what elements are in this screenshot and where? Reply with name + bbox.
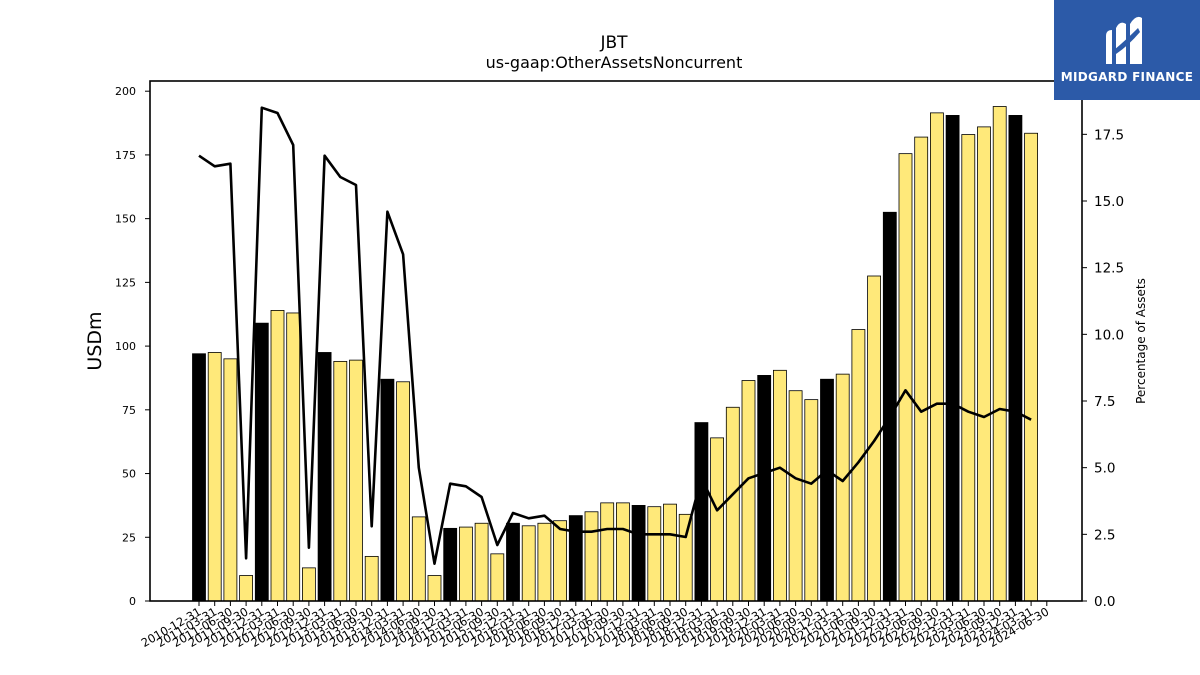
- bar-2015-06-30: [474, 522, 489, 602]
- bar-2019-12-31: [757, 375, 772, 602]
- y2-tick-label: 7.5: [1094, 394, 1115, 410]
- y-tick-label: 75: [122, 404, 136, 417]
- bar-2019-06-30: [725, 406, 740, 602]
- percentage-line: [198, 106, 1032, 565]
- y2-axis-label: Percentage of Assets: [1134, 278, 1148, 404]
- bar-2022-12-31: [945, 115, 960, 602]
- chart-title: JBT: [599, 33, 628, 53]
- bar-2016-03-31: [521, 525, 536, 602]
- bar-2014-06-30: [411, 516, 426, 602]
- bar-2014-03-31: [396, 381, 411, 602]
- brand-logo: MIDGARD FINANCE: [1054, 0, 1200, 100]
- bar-2012-06-30: [286, 312, 301, 602]
- bar-2020-06-30: [788, 390, 803, 602]
- bar-2017-03-31: [584, 511, 599, 602]
- bar-2019-03-31: [710, 437, 724, 602]
- bar-2014-12-31: [443, 527, 458, 602]
- y-tick-label: 25: [122, 531, 136, 544]
- line-layer: [198, 106, 1032, 565]
- y-tick-label: 0: [129, 595, 136, 608]
- bar-2022-06-30: [914, 136, 929, 602]
- bar-2018-12-31: [694, 422, 709, 602]
- bar-2013-09-30: [364, 555, 379, 602]
- y-tick-label: 125: [115, 276, 136, 289]
- bar-2015-03-31: [458, 526, 473, 602]
- bars-layer: [192, 106, 1038, 602]
- bar-2024-03-31: [1024, 132, 1038, 602]
- bar-2023-09-30: [992, 106, 1007, 602]
- bar-2011-09-30: [239, 575, 254, 602]
- bar-2021-06-30: [851, 329, 866, 602]
- bar-2017-06-30: [600, 502, 615, 602]
- y-tick-label: 200: [115, 85, 136, 98]
- bar-2021-12-31: [882, 211, 897, 602]
- bar-2016-09-30: [553, 520, 567, 602]
- bar-2018-06-30: [663, 503, 677, 602]
- bar-2020-03-31: [773, 369, 787, 602]
- bar-2021-09-30: [867, 275, 881, 602]
- bar-2021-03-31: [835, 373, 850, 602]
- bar-2010-12-31: [192, 353, 206, 602]
- bar-2017-09-30: [616, 502, 630, 602]
- bar-2023-12-31: [1008, 115, 1023, 602]
- plot-frame: [149, 80, 1083, 602]
- bar-2020-12-31: [820, 378, 834, 602]
- y-axis-label: USDm: [84, 311, 106, 370]
- bar-2014-09-30: [427, 575, 442, 602]
- bar-2015-12-31: [506, 522, 520, 602]
- bar-2015-09-30: [490, 553, 505, 602]
- bar-2012-09-30: [301, 567, 316, 602]
- bar-2019-09-30: [741, 380, 756, 602]
- y-tick-label: 150: [115, 213, 136, 226]
- y2-tick-label: 0.0: [1094, 594, 1115, 610]
- bar-2013-03-31: [333, 360, 348, 602]
- bar-2011-06-30: [223, 358, 238, 602]
- axes-layer: 0 25 50 75 100 125 150 175 200 0.0 2.5 5.0 7.5 10.0 12…: [115, 80, 1124, 650]
- bar-2011-12-31: [254, 322, 269, 602]
- bar-2012-03-31: [270, 310, 285, 602]
- y2-tick-label: 5.0: [1094, 461, 1115, 477]
- bar-2016-06-30: [537, 522, 552, 602]
- y2-tick-label: 2.5: [1094, 527, 1115, 543]
- logo-mark-icon: [1106, 16, 1142, 65]
- bar-2013-12-31: [380, 378, 395, 602]
- bar-2023-06-30: [977, 126, 991, 602]
- bar-2016-12-31: [568, 515, 583, 602]
- y2-tick-label: 17.5: [1094, 127, 1124, 143]
- bar-2018-09-30: [678, 513, 693, 602]
- y-tick-label: 50: [122, 468, 136, 481]
- brand-logo-text: MIDGARD FINANCE: [1060, 70, 1194, 84]
- y2-tick-label: 15.0: [1094, 194, 1124, 210]
- bar-2020-09-30: [804, 399, 819, 602]
- y-tick-label: 100: [115, 340, 136, 353]
- bar-2022-03-31: [898, 153, 913, 602]
- bar-2018-03-31: [647, 506, 662, 602]
- bar-2013-06-30: [349, 359, 363, 602]
- y2-tick-label: 10.0: [1094, 327, 1124, 343]
- bar-2023-03-31: [961, 134, 976, 602]
- y-tick-label: 175: [115, 149, 136, 162]
- chart-subtitle: us-gaap:OtherAssetsNoncurrent: [486, 53, 743, 72]
- bar-2011-03-31: [207, 352, 222, 602]
- y2-tick-label: 12.5: [1094, 261, 1124, 277]
- bar-2017-12-31: [631, 505, 646, 602]
- bar-2022-09-30: [930, 112, 944, 602]
- bar-2012-12-31: [317, 352, 332, 602]
